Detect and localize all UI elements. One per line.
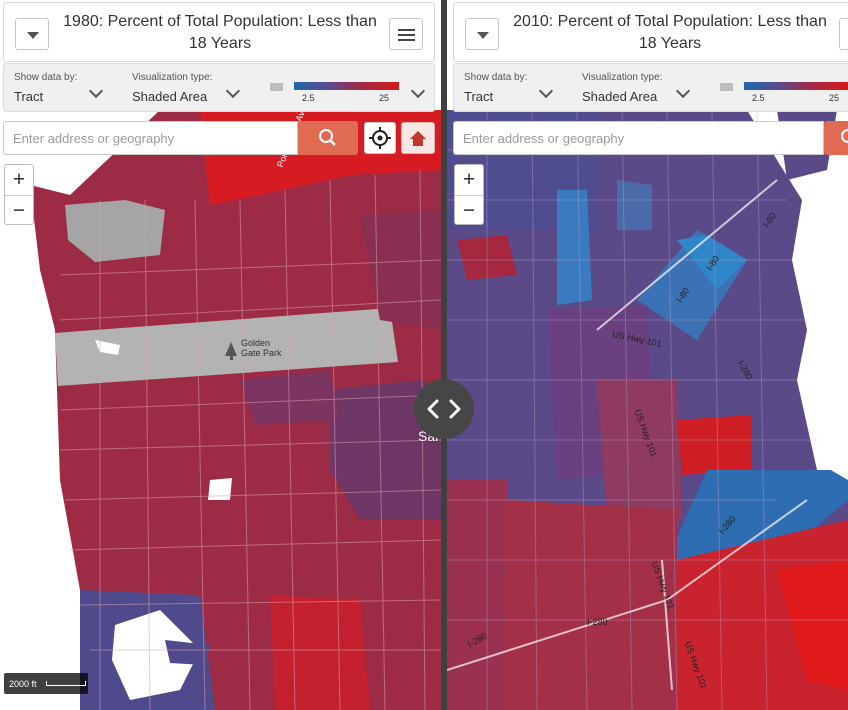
park-tree-icon (225, 342, 237, 360)
chevron-down-icon[interactable] (225, 83, 241, 99)
legend-max: 25 (379, 93, 390, 103)
chevron-left-right-icon (427, 399, 461, 419)
title-bar-2010: 2010: Percent of Total Population: Less … (453, 2, 848, 62)
hamburger-menu-icon[interactable] (389, 18, 423, 50)
swipe-handle[interactable] (414, 379, 474, 439)
chevron-down-icon[interactable] (88, 83, 104, 99)
search-input-1980[interactable] (3, 121, 298, 155)
show-data-by-label: Show data by: (14, 72, 78, 83)
controls-bar-1980: Show data by: Tract Visualization type: … (3, 63, 435, 112)
legend-chevron-down-icon[interactable] (410, 83, 426, 99)
viz-type-label: Visualization type: (582, 72, 663, 83)
zoom-control-2010: + − (454, 164, 484, 225)
controls-bar-2010: Show data by: Tract Visualization type: … (453, 63, 848, 112)
viz-type-label: Visualization type: (132, 72, 213, 83)
legend-no-data-swatch (720, 83, 733, 91)
scale-bar: 2000 ft (4, 673, 88, 694)
search-icon (841, 129, 848, 143)
map-pane-2010[interactable]: US Hwy 101 I-80 I-80 I-80 I-280 I-280 I-… (447, 0, 848, 710)
map-canvas-2010[interactable] (447, 0, 848, 710)
legend-gradient (294, 82, 399, 90)
caret-down-icon[interactable] (15, 18, 49, 50)
zoom-out-button[interactable]: − (462, 199, 476, 222)
viz-type-select[interactable]: Shaded Area (132, 89, 208, 104)
swipe-divider[interactable] (441, 0, 447, 710)
map-title-1980: 1980: Percent of Total Population: Less … (63, 13, 377, 52)
zoom-control-1980: + − (4, 164, 34, 225)
crosshair-icon (369, 127, 391, 149)
map-label-i280-c: I-280 (587, 617, 608, 627)
zoom-in-button[interactable]: + (455, 165, 483, 196)
show-data-by-label: Show data by: (464, 72, 528, 83)
locate-button[interactable] (364, 122, 396, 154)
chevron-down-icon[interactable] (675, 83, 691, 99)
legend-min: 2.5 (302, 93, 315, 103)
viz-type-select[interactable]: Shaded Area (582, 89, 658, 104)
search-button-2010[interactable] (824, 121, 848, 155)
caret-down-icon[interactable] (465, 18, 499, 50)
search-button-1980[interactable] (298, 121, 358, 155)
map-title-2010: 2010: Percent of Total Population: Less … (513, 13, 827, 52)
show-data-by-select[interactable]: Tract (14, 89, 44, 104)
map-pane-1980[interactable]: Golden Gate Park San Francisco Point Lob… (0, 0, 441, 710)
chevron-down-icon[interactable] (538, 83, 554, 99)
zoom-in-button[interactable]: + (5, 165, 33, 196)
legend-no-data-swatch (270, 83, 283, 91)
legend-min: 2.5 (752, 93, 765, 103)
scale-label: 2000 ft (9, 679, 37, 689)
home-icon (410, 131, 426, 146)
home-button[interactable] (401, 122, 435, 154)
zoom-out-button[interactable]: − (12, 199, 26, 222)
legend-gradient (744, 82, 848, 90)
search-icon (319, 129, 336, 146)
map-label-park: Golden Gate Park (241, 338, 282, 358)
legend-max: 25 (829, 93, 840, 103)
title-bar-1980: 1980: Percent of Total Population: Less … (3, 2, 435, 62)
hamburger-menu-icon[interactable] (839, 18, 848, 50)
search-input-2010[interactable] (453, 121, 824, 155)
show-data-by-select[interactable]: Tract (464, 89, 494, 104)
